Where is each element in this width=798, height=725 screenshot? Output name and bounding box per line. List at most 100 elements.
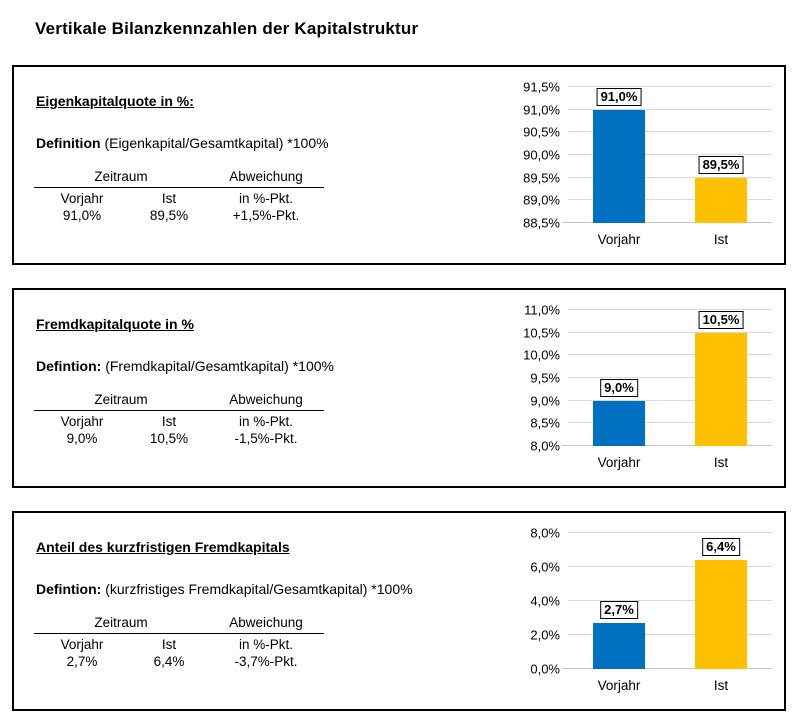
table-group-header-row: Zeitraum Abweichung: [34, 614, 324, 634]
group-header-abweichung: Abweichung: [208, 168, 324, 188]
table-col-header-row: Vorjahr Ist in %-Pkt.: [34, 188, 324, 208]
gridline: [568, 108, 772, 110]
definition-text: (kurzfristiges Fremdkapital/Gesamtkapita…: [105, 581, 413, 597]
page-title: Vertikale Bilanzkennzahlen der Kapitalst…: [35, 19, 419, 38]
data-label: 6,4%: [702, 538, 740, 557]
table-col-header-row: Vorjahr Ist in %-Pkt.: [34, 411, 324, 431]
plot-area: 91,0% 89,5%: [562, 86, 772, 223]
y-axis-tick-label: 2,0%: [530, 627, 560, 643]
col-header-vorjahr: Vorjahr: [60, 414, 104, 429]
col-header-vorjahr: Vorjahr: [60, 637, 104, 652]
bar-chart-fremdkapitalquote: 8,0% 8,5% 9,0% 9,5% 10,0% 10,5% 11,0% 9,0% 10,5…: [516, 303, 778, 486]
y-axis: 88,5% 89,0% 89,5% 90,0% 90,5% 91,0% 91,5%: [516, 80, 568, 231]
y-axis-tick-label: 10,0%: [523, 347, 560, 363]
y-axis-tick-label: 8,0%: [530, 438, 560, 454]
table-col-header-row: Vorjahr Ist in %-Pkt.: [34, 634, 324, 654]
table-cell-ist-value: 10,5%: [149, 431, 189, 446]
category-label: Ist: [713, 678, 729, 693]
bar-ist: [695, 560, 747, 669]
data-label: 89,5%: [698, 155, 744, 174]
bar-chart-kurzfristiges-fremdkapital: 0,0% 2,0% 4,0% 6,0% 8,0% 2,7% 6,4% Vorjahr Ist: [516, 526, 778, 709]
y-axis-tick-label: 89,0%: [523, 192, 560, 208]
x-axis-line: [562, 668, 772, 669]
gridline: [568, 377, 772, 378]
table-row: 9,0% 10,5% -1,5%-Pkt.: [34, 430, 324, 447]
y-axis-tick-label: 89,5%: [523, 170, 560, 186]
col-header-abweichung: in %-Pkt.: [238, 191, 293, 206]
gridline: [568, 176, 772, 178]
definition-text: (Eigenkapital/Gesamtkapital) *100%: [104, 135, 329, 151]
x-axis-labels: Vorjahr Ist: [568, 678, 772, 695]
gridline: [568, 199, 772, 201]
kpi-panel-eigenkapitalquote: Eigenkapitalquote in %: Definition (Eige…: [12, 65, 786, 265]
bar-vorjahr: [593, 400, 645, 446]
y-axis-tick-label: 8,0%: [530, 525, 560, 541]
data-label: 9,0%: [600, 378, 638, 397]
y-axis-tick-label: 91,5%: [523, 79, 560, 95]
y-axis-tick-label: 9,5%: [530, 370, 560, 386]
y-axis: 0,0% 2,0% 4,0% 6,0% 8,0%: [516, 526, 568, 677]
col-header-ist: Ist: [161, 191, 177, 206]
col-header-abweichung: in %-Pkt.: [238, 414, 293, 429]
table-cell-vorjahr-value: 9,0%: [66, 431, 98, 446]
y-axis-tick-label: 0,0%: [530, 661, 560, 677]
definition-label: Defintion:: [36, 581, 102, 597]
bar-ist: [695, 332, 747, 446]
kpi-table: Zeitraum Abweichung Vorjahr Ist in %-Pkt…: [34, 614, 324, 670]
group-header-zeitraum: Zeitraum: [34, 168, 208, 188]
category-label: Vorjahr: [597, 232, 641, 247]
kpi-info: Eigenkapitalquote in %: Definition (Eige…: [14, 67, 516, 263]
group-header-zeitraum: Zeitraum: [34, 614, 208, 634]
y-axis-tick-label: 10,5%: [523, 325, 560, 341]
y-axis-tick-label: 4,0%: [530, 593, 560, 609]
table-cell-vorjahr-value: 2,7%: [66, 654, 98, 669]
gridline: [568, 354, 772, 356]
plot-area: 9,0% 10,5%: [562, 309, 772, 446]
table-group-header-row: Zeitraum Abweichung: [34, 168, 324, 188]
y-axis-tick-label: 9,0%: [530, 393, 560, 409]
kpi-title: Anteil des kurzfristigen Fremdkapitals: [36, 539, 290, 555]
gridline: [568, 331, 772, 333]
gridline: [568, 600, 772, 601]
gridline: [568, 154, 772, 155]
group-header-abweichung: Abweichung: [208, 614, 324, 634]
kpi-panel-fremdkapitalquote: Fremdkapitalquote in % Defintion: (Fremd…: [12, 288, 786, 488]
x-axis-labels: Vorjahr Ist: [568, 232, 772, 249]
gridline: [568, 309, 772, 310]
category-label: Vorjahr: [597, 678, 641, 693]
kpi-info: Fremdkapitalquote in % Defintion: (Fremd…: [14, 290, 516, 486]
kpi-table: Zeitraum Abweichung Vorjahr Ist in %-Pkt…: [34, 391, 324, 447]
kpi-definition: Definition (Eigenkapital/Gesamtkapital) …: [36, 134, 516, 152]
kpi-panel-kurzfristiges-fremdkapital: Anteil des kurzfristigen Fremdkapitals D…: [12, 511, 786, 711]
group-header-zeitraum: Zeitraum: [34, 391, 208, 411]
data-label: 91,0%: [596, 87, 642, 106]
y-axis-tick-label: 88,5%: [523, 215, 560, 231]
kpi-title: Eigenkapitalquote in %:: [36, 93, 194, 109]
kpi-definition: Defintion: (kurzfristiges Fremdkapital/G…: [36, 580, 516, 598]
kpi-table: Zeitraum Abweichung Vorjahr Ist in %-Pkt…: [34, 168, 324, 224]
col-header-vorjahr: Vorjahr: [60, 191, 104, 206]
table-row: 2,7% 6,4% -3,7%-Pkt.: [34, 653, 324, 670]
category-label: Ist: [713, 455, 729, 470]
y-axis-tick-label: 90,0%: [523, 147, 560, 163]
kpi-definition: Defintion: (Fremdkapital/Gesamtkapital) …: [36, 357, 516, 375]
gridline: [568, 86, 772, 87]
group-header-abweichung: Abweichung: [208, 391, 324, 411]
kpi-info: Anteil des kurzfristigen Fremdkapitals D…: [14, 513, 516, 709]
bar-ist: [695, 177, 747, 223]
category-label: Vorjahr: [597, 455, 641, 470]
plot-area: 2,7% 6,4%: [562, 532, 772, 669]
x-axis-labels: Vorjahr Ist: [568, 455, 772, 472]
table-cell-ist-value: 89,5%: [149, 208, 189, 223]
y-axis-tick-label: 6,0%: [530, 559, 560, 575]
category-label: Ist: [713, 232, 729, 247]
gridline: [568, 532, 772, 533]
table-row: 91,0% 89,5% +1,5%-Pkt.: [34, 207, 324, 224]
gridline: [568, 422, 772, 424]
y-axis-tick-label: 91,0%: [523, 102, 560, 118]
table-cell-ist-value: 6,4%: [153, 654, 185, 669]
kpi-title: Fremdkapitalquote in %: [36, 316, 194, 332]
panel-list: Eigenkapitalquote in %: Definition (Eige…: [12, 65, 786, 711]
gridline: [568, 566, 772, 567]
bar-vorjahr: [593, 109, 645, 223]
